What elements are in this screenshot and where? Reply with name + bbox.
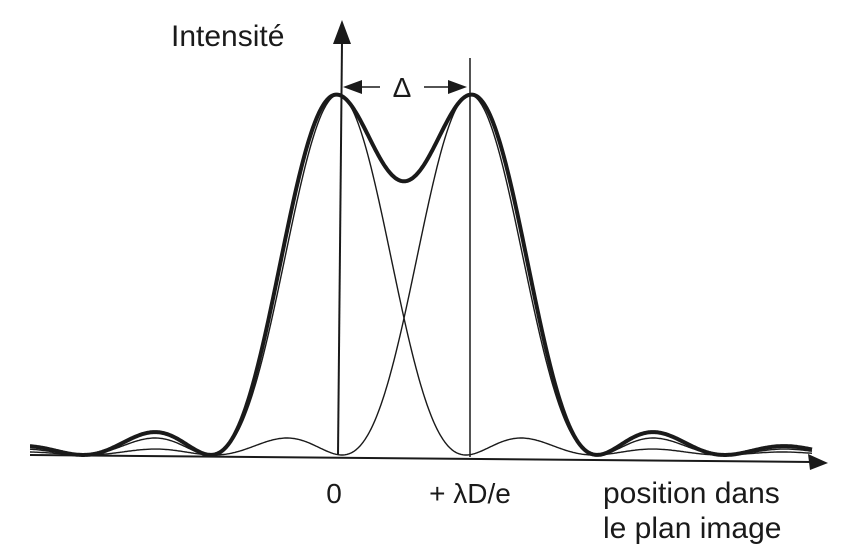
separation-arrowhead-left [343,80,362,94]
separation-arrowhead-right [448,80,467,94]
psf-right-curve [30,94,813,456]
psf-left-curve [29,94,813,456]
sum-curve [29,92,813,457]
x-axis-label-line1: position dans [603,477,780,510]
x-axis [29,454,813,463]
tick-shift: + λD/e [429,478,511,509]
y-axis-arrowhead [333,20,351,44]
separation-label: Δ [393,72,412,103]
x-axis-arrowhead [808,454,828,470]
y-axis-label: Intensité [171,20,284,53]
x-axis-label-line2: le plan image [603,512,781,545]
y-axis [337,41,343,456]
tick-origin: 0 [326,478,342,509]
